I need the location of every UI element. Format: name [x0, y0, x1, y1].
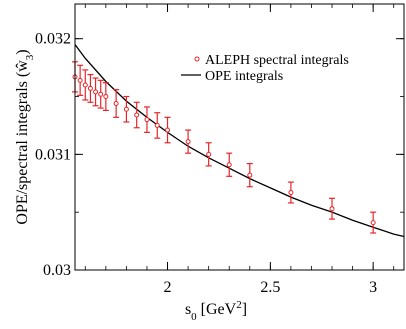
data-point [288, 190, 294, 196]
data-point [134, 112, 140, 118]
legend: ALEPH spectral integrals OPE integrals [181, 53, 349, 84]
data-point [98, 91, 104, 97]
data-point [82, 82, 88, 88]
legend-label-ope: OPE integrals [205, 69, 283, 84]
y-axis-title-close: ) [14, 49, 31, 54]
data-point [113, 100, 119, 106]
x-axis-title-sup: 2 [236, 299, 242, 311]
y-tick-label: 0.032 [35, 31, 71, 48]
y-tick-label: 0.03 [43, 262, 71, 279]
x-axis-title-sub: 0 [191, 311, 197, 323]
x-tick-label: 3 [369, 279, 377, 296]
x-axis-title: s0 [GeV2] [185, 299, 247, 323]
x-tick-label: 2 [164, 279, 172, 296]
data-point [206, 151, 212, 157]
y-axis-title-symbol: ŵ [14, 60, 31, 72]
axes-layer: 2 2.5 3 0.03 0.031 0.032 [35, 3, 405, 296]
data-point [154, 122, 160, 128]
y-tick-label: 0.031 [35, 146, 71, 163]
data-point [77, 77, 83, 83]
legend-marker-aleph [194, 56, 200, 62]
data-point [165, 127, 171, 133]
legend-label-aleph: ALEPH spectral integrals [205, 53, 349, 68]
data-point [329, 206, 335, 212]
data-point [144, 117, 150, 123]
data-point [123, 106, 129, 112]
data-point [103, 94, 109, 100]
x-axis-title-unit-close: ] [242, 301, 247, 318]
y-axis-title-sub: 3 [24, 54, 36, 60]
data-point [247, 172, 253, 178]
data-point [93, 89, 99, 95]
data-point [370, 220, 376, 226]
y-axis-title: OPE/spectral integrals (ŵ3) [14, 49, 36, 224]
y-axis-title-main: OPE/spectral integrals ( [14, 72, 31, 225]
x-axis-title-main: s [185, 301, 191, 318]
x-tick-label: 2.5 [260, 279, 280, 296]
data-point [87, 85, 93, 91]
points-layer [72, 61, 377, 234]
data-point [185, 139, 191, 145]
series-line-ope [74, 44, 405, 238]
data-point [226, 162, 232, 168]
curve-layer [74, 44, 405, 238]
x-axis-title-unit: [GeV [197, 301, 237, 318]
plot-frame [74, 3, 405, 271]
